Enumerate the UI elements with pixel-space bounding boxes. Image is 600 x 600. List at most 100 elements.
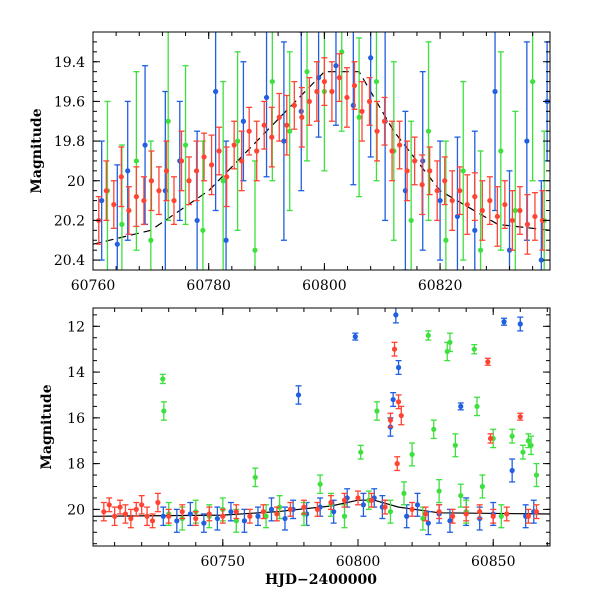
- top-series-2-point: [449, 170, 456, 231]
- bottom-series-1-point: [436, 478, 443, 504]
- top-series-2-point: [140, 176, 147, 226]
- top-series-1-point: [199, 140, 206, 270]
- top-series-1-point: [220, 80, 227, 270]
- top-series-2-point: [539, 190, 546, 251]
- top-series-2-point: [261, 100, 268, 150]
- bottom-y-tick-label: 20: [67, 502, 85, 518]
- bottom-series-0-point: [352, 332, 359, 341]
- top-series-2-point: [163, 140, 170, 202]
- bottom-series-0-point: [241, 508, 248, 533]
- top-series-0-point: [114, 164, 121, 270]
- bottom-series-0-point: [395, 359, 402, 376]
- top-series-2-point: [486, 176, 493, 226]
- top-x-tick-label: 60760: [71, 278, 116, 294]
- top-series-2-point: [125, 186, 132, 235]
- bottom-series-2-point: [206, 506, 213, 522]
- top-series-1-point: [497, 51, 504, 251]
- bottom-series-2-point: [436, 504, 443, 520]
- bottom-series-0-point: [501, 317, 508, 326]
- top-panel: 60760 60780 60800 60820 19.4 19.6 19.8 20 20.2 20…: [29, 31, 551, 294]
- bottom-series-2-point: [503, 506, 510, 522]
- bottom-series-0-point: [392, 308, 399, 324]
- bottom-series-2-point: [355, 490, 362, 506]
- bottom-series-2-point: [341, 492, 348, 508]
- top-series-2-point: [351, 61, 358, 110]
- top-series-2-point: [223, 146, 230, 208]
- bottom-series-2-point: [327, 495, 334, 511]
- bottom-series-2-point: [409, 501, 416, 517]
- top-series-1-point: [529, 32, 536, 182]
- top-series-2-point: [238, 130, 245, 192]
- bottom-series-1-point: [373, 401, 380, 421]
- bottom-series-1-point: [160, 401, 167, 421]
- bottom-series-0-point: [254, 506, 261, 527]
- bottom-axes: 60750 60800 60850 12 14 16 18 20: [67, 308, 550, 570]
- bottom-x-tick-label: 60850: [471, 554, 516, 570]
- top-series-2-point: [479, 180, 486, 241]
- top-series-1-point: [286, 51, 293, 212]
- bottom-series-1-point: [519, 444, 526, 460]
- bottom-series-1-point: [452, 433, 459, 458]
- bottom-series-2-point: [122, 504, 129, 524]
- top-series-2-point: [110, 180, 117, 230]
- top-series-2-point: [216, 126, 223, 176]
- bottom-x-tick-label: 60750: [201, 554, 246, 570]
- top-series-0-point: [471, 130, 478, 270]
- bottom-series-2-point: [100, 501, 107, 522]
- bottom-data-points: [100, 308, 540, 536]
- top-series-1-point: [460, 80, 467, 261]
- bottom-series-0-point: [390, 392, 397, 408]
- bottom-series-0-point: [187, 501, 194, 527]
- bottom-series-1-point: [509, 428, 516, 444]
- bottom-series-2-point: [179, 504, 186, 520]
- top-series-1-point: [234, 51, 241, 231]
- top-x-tick-label: 60780: [186, 278, 231, 294]
- top-y-tick-label: 20.4: [54, 253, 85, 269]
- bottom-series-1-point: [317, 474, 324, 495]
- bottom-series-2-point: [154, 492, 161, 513]
- top-series-2-point: [524, 193, 531, 255]
- top-series-2-point: [516, 186, 523, 235]
- top-series-1-point: [165, 32, 172, 222]
- top-series-2-point: [441, 156, 448, 206]
- bottom-series-0-point: [173, 508, 180, 533]
- bottom-series-2-point: [484, 357, 491, 366]
- bottom-series-2-point: [246, 508, 253, 524]
- top-series-2-point: [186, 156, 193, 206]
- top-series-2-point: [193, 140, 200, 202]
- bottom-series-2-point: [111, 506, 118, 527]
- bottom-series-2-point: [449, 508, 456, 524]
- bottom-series-2-point: [149, 513, 156, 529]
- bottom-series-1-point: [357, 444, 364, 460]
- bottom-series-2-point: [192, 511, 199, 527]
- bottom-series-2-point: [287, 501, 294, 517]
- bottom-series-2-point: [133, 501, 140, 517]
- top-series-2-point: [298, 86, 305, 148]
- top-model-line: [93, 71, 550, 245]
- bottom-series-2-point: [368, 492, 375, 508]
- bottom-series-1-point: [430, 419, 437, 440]
- bottom-series-1-point: [498, 504, 505, 529]
- bottom-series-2-point: [517, 412, 524, 421]
- top-series-2-point: [170, 176, 177, 226]
- top-series-2-point: [434, 160, 441, 222]
- top-series-1-point: [512, 110, 519, 270]
- bottom-series-2-point: [422, 506, 429, 522]
- top-series-2-point: [381, 96, 388, 146]
- bottom-series-2-point: [219, 508, 226, 524]
- top-series-2-point: [328, 61, 335, 122]
- top-series-1-point: [182, 65, 189, 226]
- top-series-2-point: [253, 120, 260, 182]
- top-series-2-point: [118, 146, 125, 208]
- bottom-series-2-point: [533, 504, 540, 520]
- top-series-2-point: [208, 134, 215, 196]
- bottom-series-2-point: [387, 412, 394, 428]
- bottom-panel: 60750 60800 60850 12 14 16 18 20 Magnitude HJD−…: [39, 307, 551, 588]
- bottom-series-0-point: [200, 513, 207, 533]
- bottom-series-1-point: [446, 332, 453, 353]
- bottom-series-1-point: [528, 435, 535, 456]
- bottom-series-2-point: [233, 504, 240, 520]
- top-y-axis-title: Magnitude: [29, 108, 45, 193]
- top-series-1-point: [408, 120, 415, 270]
- top-series-2-point: [313, 61, 320, 122]
